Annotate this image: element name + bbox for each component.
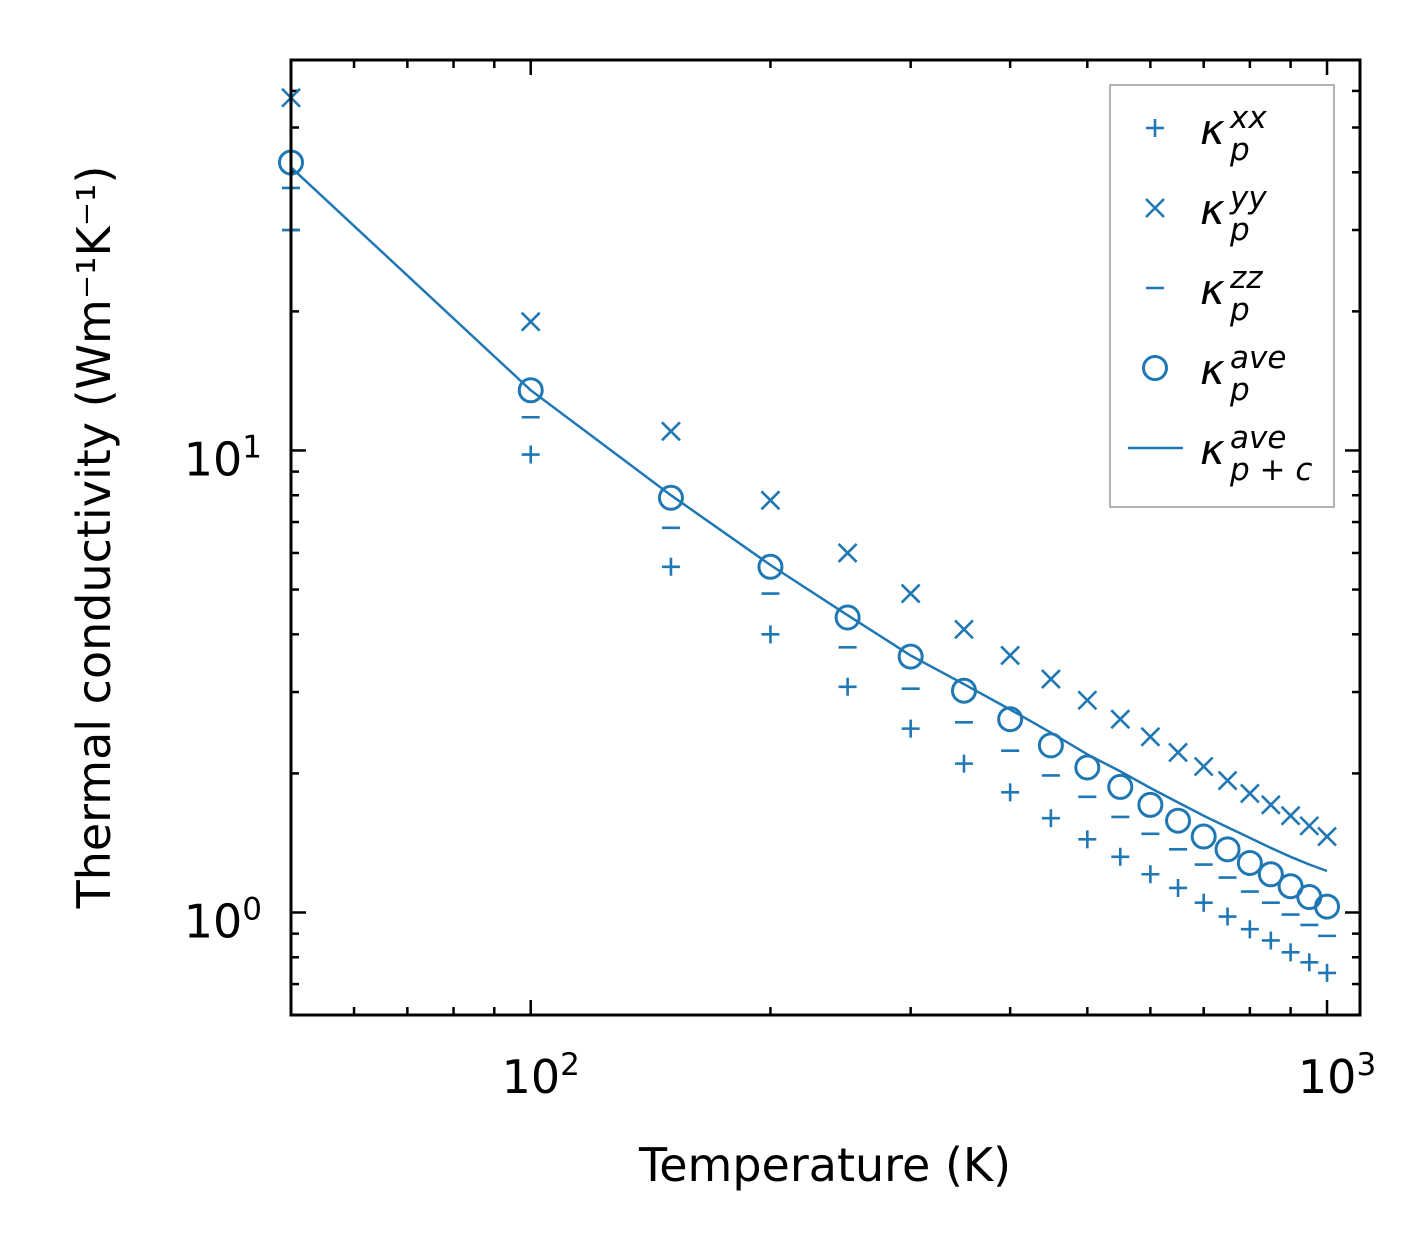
data-point bbox=[1277, 873, 1304, 900]
data-point bbox=[838, 677, 857, 696]
data-point bbox=[1318, 963, 1337, 982]
data-point bbox=[1111, 847, 1130, 866]
data-point bbox=[661, 557, 680, 576]
data-point bbox=[1193, 756, 1214, 777]
x-tick-label: 103 bbox=[1298, 1047, 1376, 1104]
legend-marker bbox=[1142, 355, 1168, 381]
data-point bbox=[1040, 669, 1061, 690]
legend-entry: κ yy p bbox=[1145, 180, 1267, 248]
data-point bbox=[1107, 773, 1134, 800]
tick-labels: 102 103 100 101 bbox=[184, 429, 1376, 1104]
data-point bbox=[1074, 754, 1101, 781]
data-point bbox=[1240, 920, 1259, 939]
legend-entry: κ ave p bbox=[1142, 340, 1286, 408]
data-point bbox=[1141, 865, 1160, 884]
data-point bbox=[1194, 893, 1213, 912]
data-point bbox=[1041, 809, 1060, 828]
data-point bbox=[1168, 742, 1188, 763]
data-point bbox=[997, 706, 1024, 733]
data-point bbox=[1299, 815, 1320, 836]
data-point bbox=[901, 719, 920, 738]
data-point bbox=[757, 553, 784, 580]
data-point bbox=[897, 643, 924, 670]
data-point bbox=[1110, 709, 1131, 730]
data-point bbox=[1165, 807, 1192, 834]
x-axis-label: Temperature (K) bbox=[638, 1138, 1011, 1192]
data-point bbox=[1314, 893, 1341, 920]
data-point bbox=[1317, 826, 1337, 847]
data-point bbox=[1239, 783, 1260, 804]
data-point bbox=[760, 490, 781, 511]
data-point bbox=[1169, 878, 1188, 897]
data-point bbox=[517, 377, 544, 404]
legend-label: κ ave p + c bbox=[1200, 420, 1312, 488]
legend-marker bbox=[1145, 198, 1165, 218]
data-point bbox=[1001, 783, 1020, 802]
legend-entry: κ xx p bbox=[1146, 100, 1267, 168]
series-yy bbox=[281, 87, 1337, 847]
data-point bbox=[520, 311, 541, 332]
data-point bbox=[661, 421, 681, 442]
legend-marker bbox=[1146, 119, 1164, 137]
series-ave-p+c bbox=[290, 166, 1328, 873]
data-point bbox=[1300, 953, 1319, 972]
y-tick-label: 101 bbox=[184, 429, 262, 486]
data-point bbox=[1190, 823, 1217, 850]
data-point bbox=[1281, 943, 1300, 962]
y-tick-label: 100 bbox=[184, 891, 262, 948]
data-point bbox=[954, 754, 973, 773]
series-line bbox=[290, 166, 1328, 873]
data-point bbox=[1078, 830, 1097, 849]
data-point bbox=[1000, 645, 1021, 666]
data-point bbox=[761, 625, 780, 644]
data-point bbox=[1257, 861, 1284, 888]
data-point bbox=[1137, 791, 1164, 818]
legend-label: κ ave p bbox=[1200, 340, 1286, 408]
data-point bbox=[1077, 690, 1098, 711]
x-tick-label: 102 bbox=[502, 1047, 580, 1104]
data-point bbox=[1236, 849, 1263, 876]
legend-label: κ xx p bbox=[1200, 100, 1267, 168]
data-point bbox=[1260, 794, 1281, 815]
data-point bbox=[954, 619, 974, 640]
series-zz bbox=[282, 186, 1337, 938]
legend-label: κ zz p bbox=[1200, 260, 1263, 328]
data-point bbox=[521, 445, 540, 464]
legend: κ xx p κ yy p κ zz p κ ave p κ ave p + c bbox=[1109, 84, 1335, 508]
data-point bbox=[1214, 836, 1241, 863]
data-point bbox=[834, 604, 861, 631]
data-point bbox=[900, 583, 921, 604]
legend-entry: κ ave p + c bbox=[1128, 420, 1312, 488]
data-point bbox=[837, 543, 858, 563]
data-point bbox=[1140, 726, 1161, 747]
data-point bbox=[1218, 907, 1237, 926]
data-point bbox=[657, 484, 684, 511]
legend-label: κ yy p bbox=[1200, 180, 1267, 248]
data-point bbox=[1261, 931, 1280, 950]
legend-frame bbox=[1109, 84, 1335, 508]
y-axis-label: Thermal conductivity (Wm⁻¹K⁻¹) bbox=[67, 166, 121, 910]
data-point bbox=[1280, 805, 1301, 826]
data-point bbox=[1217, 770, 1238, 791]
legend-entry: κ zz p bbox=[1146, 260, 1263, 328]
plot-frame bbox=[289, 58, 1362, 1017]
